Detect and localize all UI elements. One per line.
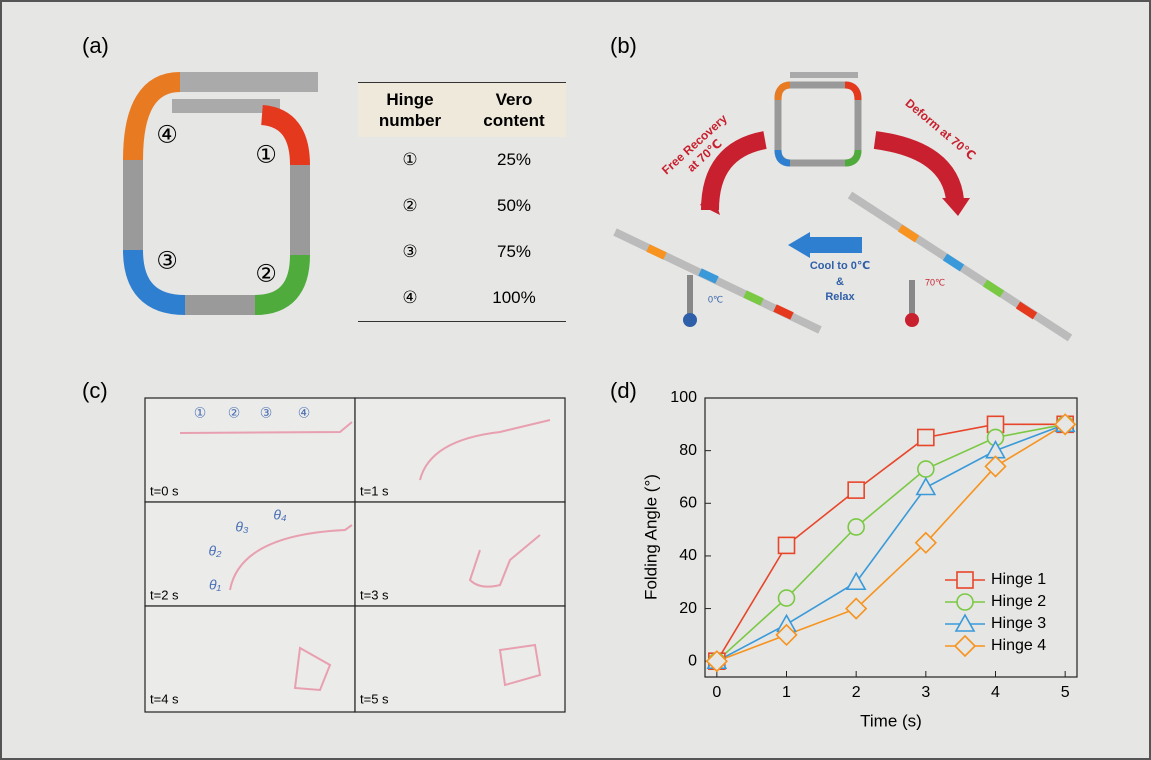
table-cell: 75% bbox=[462, 229, 566, 275]
hinge-label: ③ bbox=[260, 405, 273, 421]
panel-label: (a) bbox=[82, 33, 109, 58]
hinge-label: ② bbox=[228, 405, 241, 421]
y-tick-label: 0 bbox=[688, 652, 697, 669]
marker bbox=[848, 519, 864, 535]
legend-label: Hinge 2 bbox=[991, 593, 1046, 610]
hinge-label: ② bbox=[255, 260, 277, 287]
y-tick-label: 60 bbox=[679, 495, 697, 512]
marker bbox=[918, 461, 934, 477]
marker bbox=[779, 590, 795, 606]
table-cell: ② bbox=[358, 183, 462, 229]
marker bbox=[848, 482, 864, 498]
table-cell: 50% bbox=[462, 183, 566, 229]
x-tick-label: 1 bbox=[782, 684, 791, 701]
figure: (a) (b) (c) (d) ④ ① ③ ② bbox=[0, 0, 1151, 760]
angle-label: θ₃ bbox=[235, 519, 249, 535]
hinge-label: ① bbox=[194, 405, 207, 421]
angle-label: θ₁ bbox=[209, 577, 222, 593]
y-tick-label: 40 bbox=[679, 547, 697, 564]
time-label: t=3 s bbox=[360, 587, 389, 602]
y-tick-label: 20 bbox=[679, 600, 697, 617]
marker bbox=[779, 537, 795, 553]
panel-label: (d) bbox=[610, 378, 637, 403]
table-cell: ③ bbox=[358, 229, 462, 275]
step-label: Cool to 0℃ bbox=[810, 260, 870, 272]
legend-label: Hinge 3 bbox=[991, 615, 1046, 632]
angle-label: θ₂ bbox=[209, 543, 223, 559]
temp-label: 70℃ bbox=[925, 277, 945, 287]
x-tick-label: 2 bbox=[852, 684, 861, 701]
time-label: t=4 s bbox=[150, 691, 179, 706]
y-tick-label: 100 bbox=[670, 389, 697, 406]
angle-label: θ₄ bbox=[273, 507, 287, 523]
marker bbox=[957, 572, 973, 588]
step-label: & bbox=[836, 276, 844, 288]
step-label: Relax bbox=[825, 291, 855, 303]
table-cell: 100% bbox=[462, 275, 566, 322]
panel-label: (b) bbox=[610, 33, 637, 58]
table-cell: ① bbox=[358, 137, 462, 183]
table-cell: ④ bbox=[358, 275, 462, 322]
x-tick-label: 0 bbox=[712, 684, 721, 701]
x-tick-label: 3 bbox=[921, 684, 930, 701]
table-header: Vero content bbox=[462, 83, 566, 138]
legend-label: Hinge 1 bbox=[991, 571, 1046, 588]
marker bbox=[918, 429, 934, 445]
panel-label: (c) bbox=[82, 378, 108, 403]
temp-label: 0℃ bbox=[708, 294, 723, 304]
marker bbox=[957, 594, 973, 610]
time-label: t=1 s bbox=[360, 483, 389, 498]
time-label: t=0 s bbox=[150, 483, 179, 498]
hinge-label: ③ bbox=[156, 247, 178, 274]
legend-label: Hinge 4 bbox=[991, 637, 1046, 654]
y-axis-label: Folding Angle (°) bbox=[641, 474, 660, 600]
hinge-label: ④ bbox=[298, 405, 311, 421]
x-tick-label: 5 bbox=[1061, 684, 1070, 701]
time-label: t=5 s bbox=[360, 691, 389, 706]
x-tick-label: 4 bbox=[991, 684, 1000, 701]
hinge-label: ① bbox=[255, 141, 277, 168]
figure-canvas: (a) (b) (c) (d) ④ ① ③ ② bbox=[0, 0, 1151, 760]
y-tick-label: 80 bbox=[679, 442, 697, 459]
time-label: t=2 s bbox=[150, 587, 179, 602]
table-cell: 25% bbox=[462, 137, 566, 183]
x-axis-label: Time (s) bbox=[860, 711, 922, 730]
table-header: Hinge number bbox=[358, 83, 462, 138]
hinge-label: ④ bbox=[156, 121, 178, 148]
